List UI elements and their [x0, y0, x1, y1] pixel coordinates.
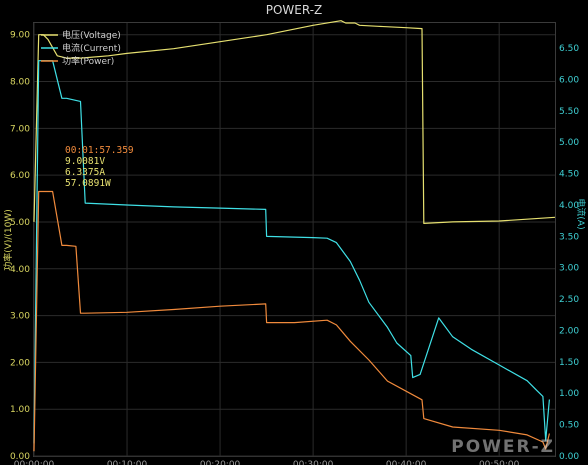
right-axis-ticks: 0.00 0.50 1.00 1.50 2.00 2.50 3.00 3.50 4.00 4.50… [559, 44, 579, 462]
left-tick-label: 4.00 [10, 265, 30, 275]
right-tick-label: 3.50 [559, 232, 579, 242]
right-tick-label: 2.00 [559, 326, 579, 336]
left-axis-ticks: 0.00 1.00 2.00 3.00 4.00 5.00 6.00 7.00 8.00 9.00 [10, 31, 30, 462]
right-tick-label: 1.50 [559, 358, 579, 368]
left-tick-label: 7.00 [10, 124, 30, 134]
watermark-logo: POWER-Z [451, 437, 555, 457]
right-axis-label: 电流(A) [575, 198, 587, 229]
right-tick-label: 6.00 [559, 75, 579, 85]
series-lines [33, 20, 556, 452]
legend-current: 电流(Current) [62, 42, 121, 54]
left-tick-label: 6.00 [10, 171, 30, 181]
left-axis-label: 功率(V)/(10W) [2, 209, 14, 271]
right-tick-label: 0.00 [559, 452, 579, 462]
readout-time: 00:01:57.359 [65, 145, 134, 156]
readout-voltage: 9.0081V [65, 156, 105, 167]
left-tick-label: 3.00 [10, 312, 30, 322]
right-tick-label: 4.50 [559, 170, 579, 180]
power-line [33, 190, 550, 452]
x-tick-label: 00:10:00 [107, 460, 148, 465]
left-tick-label: 1.00 [10, 405, 30, 415]
left-tick-label: 8.00 [10, 78, 30, 88]
readout-current: 6.3375A [65, 167, 105, 178]
left-tick-label: 0.00 [10, 452, 30, 462]
left-tick-label: 5.00 [10, 218, 30, 228]
x-tick-label: 00:40:00 [386, 460, 427, 465]
chart-title: POWER-Z [266, 3, 323, 17]
right-tick-label: 1.00 [559, 389, 579, 399]
right-tick-label: 2.50 [559, 295, 579, 305]
cursor-readout: 00:01:57.359 9.0081V 6.3375A 57.0891W [65, 145, 134, 189]
x-tick-label: 00:00:00 [14, 460, 55, 465]
current-line [33, 60, 550, 444]
left-tick-label: 2.00 [10, 358, 30, 368]
voltage-line [33, 20, 556, 224]
x-tick-label: 00:30:00 [293, 460, 334, 465]
x-axis-ticks: 00:00:00 00:10:00 00:20:00 00:30:00 00:40:00… [14, 460, 520, 465]
right-tick-label: 4.00 [559, 201, 579, 211]
right-tick-label: 3.00 [559, 264, 579, 274]
right-tick-label: 5.50 [559, 107, 579, 117]
grid-lines [33, 23, 555, 457]
left-tick-label: 9.00 [10, 31, 30, 41]
x-tick-label: 00:20:00 [200, 460, 241, 465]
right-tick-label: 6.50 [559, 44, 579, 54]
right-tick-label: 5.00 [559, 138, 579, 148]
readout-power: 57.0891W [65, 178, 111, 189]
legend: 电压(Voltage) 电流(Current) 功率(Power) [41, 29, 121, 67]
legend-voltage: 电压(Voltage) [62, 29, 121, 41]
right-tick-label: 0.50 [559, 421, 579, 431]
x-tick-label: 00:50:00 [479, 460, 520, 465]
legend-power: 功率(Power) [62, 55, 114, 67]
